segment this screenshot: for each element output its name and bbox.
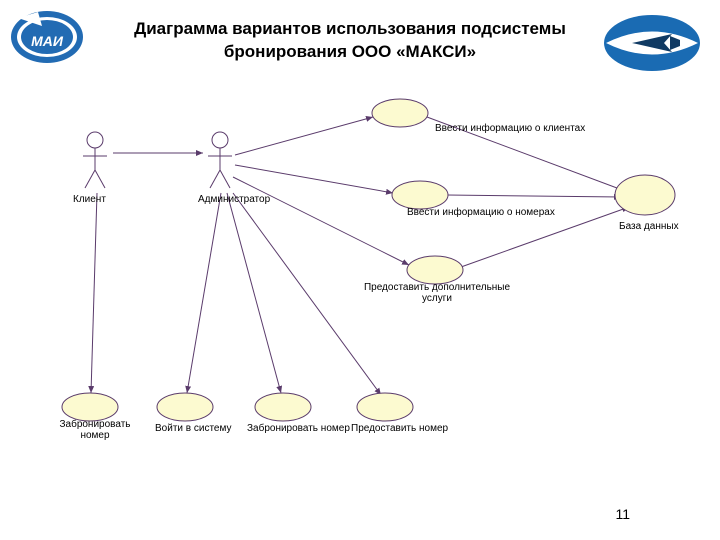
aircraft-logo-icon [602, 12, 702, 79]
svg-text:Администратор: Администратор [198, 194, 271, 205]
usecase-diagram: Ввести информацию о клиентах Ввести инфор… [35, 95, 695, 495]
svg-text:База данных: База данных [619, 221, 679, 232]
svg-text:Ввести информацию о клиентах: Ввести информацию о клиентах [435, 122, 585, 134]
svg-text:Ввести информацию о номерах: Ввести информацию о номерах [407, 206, 555, 218]
mai-logo-icon: МАИ [8, 6, 86, 73]
svg-text:Забронироватьномер: Забронироватьномер [59, 418, 130, 441]
page-number: 11 [615, 506, 630, 522]
svg-text:Предоставить дополнительныеусл: Предоставить дополнительныеуслуги [364, 282, 511, 304]
svg-text:Забронировать номер: Забронировать номер [247, 422, 350, 434]
svg-text:Предоставить номер: Предоставить номер [351, 423, 449, 434]
svg-text:Войти в систему: Войти в систему [155, 423, 231, 434]
svg-text:Клиент: Клиент [73, 194, 106, 205]
svg-text:МАИ: МАИ [31, 33, 64, 49]
page-title: Диаграмма вариантов использования подсис… [105, 18, 595, 64]
